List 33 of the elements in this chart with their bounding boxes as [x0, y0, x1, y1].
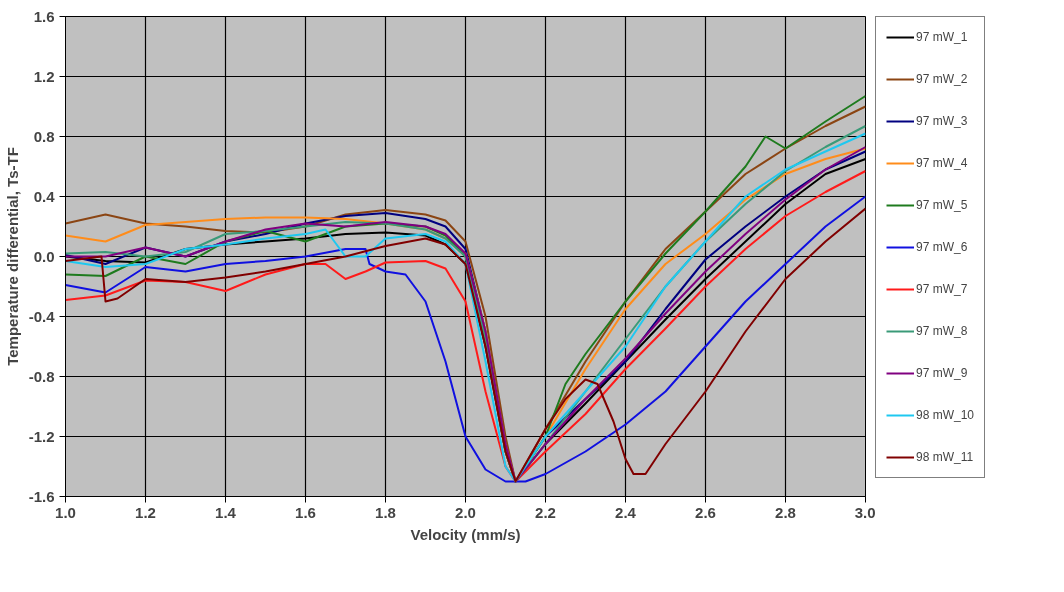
y-tick-label: -0.4 — [28, 307, 56, 325]
legend-label: 97 mW_5 — [916, 198, 968, 212]
legend-label: 97 mW_4 — [916, 156, 968, 170]
legend-label: 97 mW_2 — [916, 72, 968, 86]
legend-label: 97 mW_8 — [916, 324, 968, 338]
x-axis-title: Velocity (mm/s) — [410, 525, 521, 543]
x-tick-label: 2.2 — [535, 503, 556, 521]
y-axis-title: Temperature differential, Ts-TF — [3, 147, 21, 366]
legend-label: 98 mW_10 — [916, 408, 975, 422]
y-tick-label: 0.4 — [33, 187, 56, 205]
x-tick-label: 2.4 — [615, 503, 637, 521]
legend-label: 98 mW_11 — [916, 450, 974, 464]
y-tick-label: -0.8 — [28, 367, 55, 385]
x-tick-label: 1.8 — [375, 503, 396, 521]
x-tick-label: 2.6 — [695, 503, 716, 521]
y-tick-label: -1.2 — [28, 427, 55, 445]
legend-label: 97 mW_3 — [916, 114, 968, 128]
x-tick-label: 1.6 — [295, 503, 316, 521]
y-tick-label: 1.2 — [33, 67, 55, 85]
x-tick-label: 1.0 — [55, 503, 76, 521]
x-tick-label: 2.8 — [775, 503, 796, 521]
x-tick-label: 1.4 — [215, 503, 237, 521]
legend-label: 97 mW_6 — [916, 240, 968, 254]
y-tick-label: 1.6 — [33, 7, 55, 25]
y-tick-label: 0.8 — [33, 127, 55, 145]
x-tick-label: 2.0 — [455, 503, 476, 521]
legend-label: 97 mW_9 — [916, 366, 968, 380]
legend-label: 97 mW_1 — [916, 30, 968, 44]
y-tick-label: -1.6 — [28, 487, 55, 505]
x-tick-label: 3.0 — [854, 503, 876, 521]
x-tick-label: 1.2 — [135, 503, 156, 521]
y-tick-label: 0.0 — [33, 247, 55, 265]
legend-label: 97 mW_7 — [916, 282, 968, 296]
